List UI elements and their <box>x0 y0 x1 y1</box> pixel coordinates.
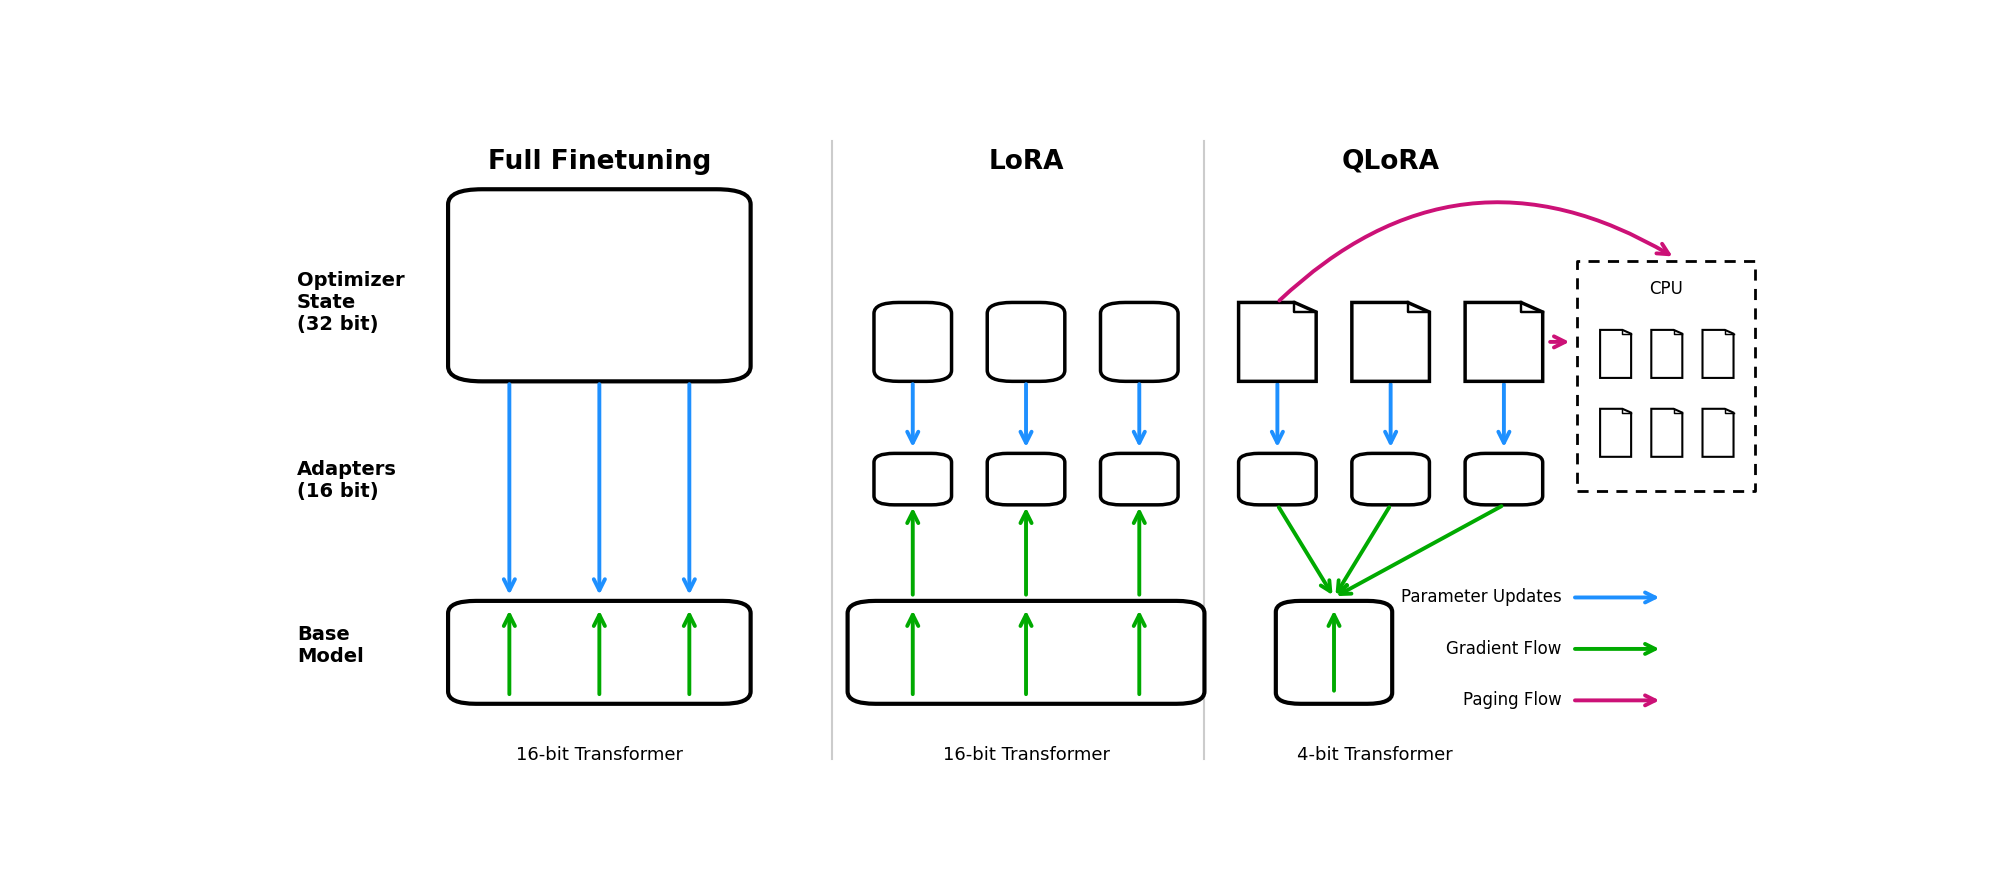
FancyBboxPatch shape <box>987 454 1065 505</box>
Polygon shape <box>1351 302 1429 381</box>
FancyBboxPatch shape <box>1351 454 1429 505</box>
FancyBboxPatch shape <box>1275 601 1391 704</box>
FancyBboxPatch shape <box>875 454 951 505</box>
FancyBboxPatch shape <box>987 302 1065 381</box>
Text: (No Adapters): (No Adapters) <box>533 197 667 216</box>
Text: Optimizer
State
(32 bit): Optimizer State (32 bit) <box>296 271 404 334</box>
Text: Parameter Updates: Parameter Updates <box>1401 588 1562 607</box>
Text: Full Finetuning: Full Finetuning <box>488 149 711 175</box>
FancyBboxPatch shape <box>448 189 751 381</box>
Text: 4-bit Transformer: 4-bit Transformer <box>1297 747 1453 764</box>
FancyBboxPatch shape <box>847 601 1205 704</box>
Polygon shape <box>1600 409 1632 457</box>
FancyBboxPatch shape <box>448 601 751 704</box>
Text: CPU: CPU <box>1650 280 1684 298</box>
Polygon shape <box>1600 330 1632 378</box>
FancyBboxPatch shape <box>1239 454 1315 505</box>
Polygon shape <box>1652 409 1682 457</box>
Text: Base
Model: Base Model <box>296 625 364 666</box>
Text: LoRA: LoRA <box>989 149 1063 175</box>
Text: 16-bit Transformer: 16-bit Transformer <box>517 747 683 764</box>
FancyBboxPatch shape <box>1101 454 1177 505</box>
Text: 16-bit Transformer: 16-bit Transformer <box>943 747 1109 764</box>
Text: Gradient Flow: Gradient Flow <box>1445 640 1562 658</box>
FancyBboxPatch shape <box>1101 302 1177 381</box>
Polygon shape <box>1239 302 1315 381</box>
Text: Adapters
(16 bit): Adapters (16 bit) <box>296 461 396 502</box>
Polygon shape <box>1702 330 1734 378</box>
Polygon shape <box>1652 330 1682 378</box>
FancyBboxPatch shape <box>875 302 951 381</box>
Text: Paging Flow: Paging Flow <box>1463 691 1562 709</box>
Polygon shape <box>1702 409 1734 457</box>
Text: QLoRA: QLoRA <box>1341 149 1439 175</box>
Polygon shape <box>1465 302 1544 381</box>
FancyBboxPatch shape <box>1465 454 1544 505</box>
